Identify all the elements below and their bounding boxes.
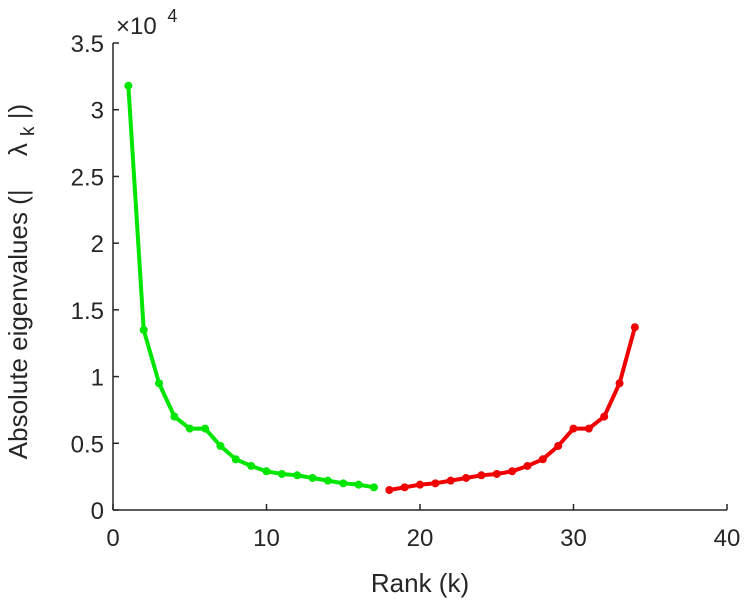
data-point: [339, 479, 348, 488]
data-point: [247, 461, 256, 470]
data-point: [323, 476, 332, 485]
data-point: [569, 424, 578, 433]
y-tick-label: 0: [91, 498, 104, 525]
y-axis-label: Absolute eigenvalues (| λ k |): [3, 104, 40, 459]
data-point: [185, 424, 194, 433]
data-point: [277, 469, 286, 478]
y-tick-label: 1.5: [71, 298, 104, 325]
y-axis-exponent-base: ×10: [116, 13, 157, 40]
data-point: [354, 480, 363, 489]
y-axis-label-main: Absolute eigenvalues (|: [3, 189, 33, 459]
data-point: [630, 323, 639, 332]
x-tick-label: 0: [106, 525, 119, 552]
x-tick-label: 30: [560, 525, 587, 552]
data-point: [139, 325, 148, 334]
y-ticks: 0 0.5 1 1.5 2 2.5 3 3.5: [71, 31, 119, 525]
data-point: [584, 424, 593, 433]
data-point: [600, 412, 609, 421]
data-point: [538, 455, 547, 464]
data-point: [231, 455, 240, 464]
y-tick-label: 3: [91, 98, 104, 125]
data-point: [369, 483, 378, 492]
data-point: [523, 461, 532, 470]
series-line: [387, 325, 637, 492]
y-axis-label-lambda: λ: [3, 143, 33, 156]
x-tick-label: 40: [714, 525, 741, 552]
series-line: [126, 83, 376, 490]
data-point: [477, 471, 486, 480]
data-point: [492, 469, 501, 478]
data-point: [308, 473, 317, 482]
data-point: [385, 485, 394, 494]
data-point: [431, 479, 440, 488]
data-point: [216, 441, 225, 450]
data-point: [170, 412, 179, 421]
x-axis-label: Rank (k): [371, 568, 469, 598]
data-point: [155, 379, 164, 388]
data-point: [293, 471, 302, 480]
data-point: [201, 424, 210, 433]
series-2: [385, 323, 639, 494]
y-axis-exponent: ×10 4: [116, 6, 177, 40]
y-tick-label: 3.5: [71, 31, 104, 58]
x-tick-label: 10: [253, 525, 280, 552]
data-point: [615, 379, 624, 388]
y-axis-label-subscript: k: [18, 126, 39, 136]
axes: [112, 43, 727, 511]
x-ticks: 0 10 20 30 40: [106, 504, 740, 552]
data-point: [400, 483, 409, 492]
x-tick-label: 20: [407, 525, 434, 552]
data-point: [124, 81, 133, 90]
data-point: [462, 473, 471, 482]
data-point: [416, 480, 424, 489]
y-axis-label-tail: |): [3, 104, 33, 119]
data-point: [508, 467, 517, 476]
series-1: [124, 81, 378, 492]
y-tick-label: 2: [91, 231, 104, 258]
y-tick-label: 1: [91, 365, 104, 392]
data-point: [262, 467, 271, 476]
y-tick-label: 2.5: [71, 164, 104, 191]
y-axis-exponent-power: 4: [167, 6, 177, 26]
y-tick-label: 0.5: [71, 431, 104, 458]
data-point: [554, 441, 563, 450]
data-point: [446, 476, 455, 485]
series-layer: [124, 81, 639, 494]
